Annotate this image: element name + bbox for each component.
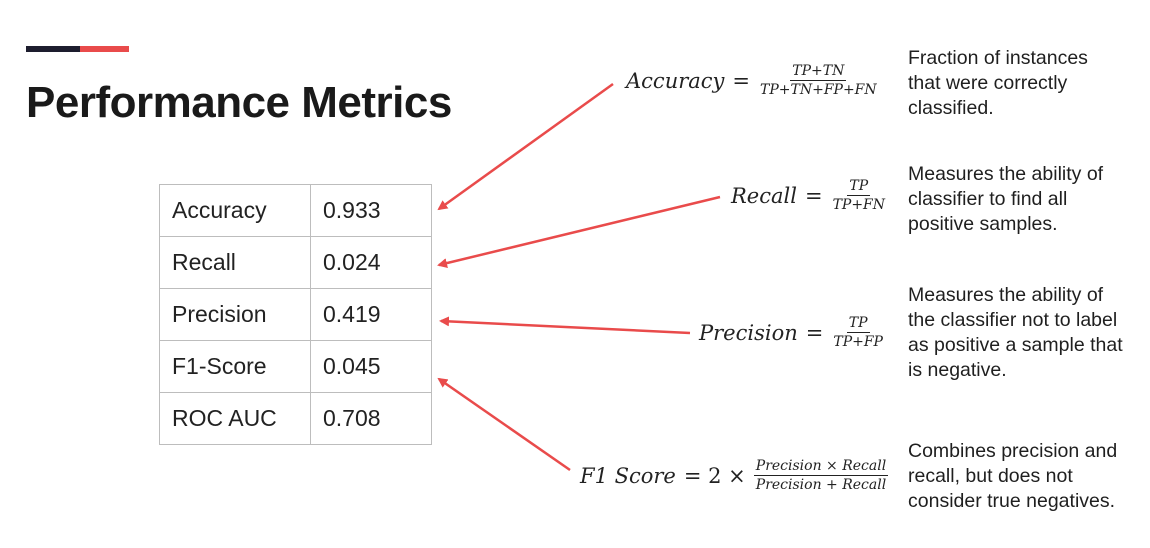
metric-name: ROC AUC: [159, 392, 311, 445]
description-line: as positive a sample that: [908, 334, 1123, 356]
accuracy-formula: Accuracy = TP+TN TP+TN+FP+FN: [626, 63, 879, 98]
description-line: recall, but does not: [908, 465, 1073, 487]
arrow-precision: [439, 316, 691, 335]
metric-name: F1-Score: [159, 340, 311, 393]
description-line: is negative.: [908, 359, 1007, 381]
recall-formula: Recall = TP TP+FN: [731, 178, 887, 213]
formula-operator: =: [805, 320, 824, 345]
formula-denominator: TP+FP: [833, 334, 883, 350]
description-line: classified.: [908, 97, 994, 119]
description-line: Measures the ability of: [908, 163, 1104, 185]
recall-description: Measures the ability of classifier to fi…: [908, 162, 1148, 237]
table-row: F1-Score 0.045: [159, 340, 432, 393]
title-accent-red-bar: [80, 46, 129, 52]
arrow-f1: [437, 377, 571, 472]
precision-formula: Precision = TP TP+FP: [699, 315, 885, 350]
formula-fraction: TP TP+FN: [831, 178, 887, 213]
formula-denominator: TP+TN+FP+FN: [760, 82, 877, 98]
formula-lhs: F1 Score: [580, 463, 676, 488]
formula-fraction: Precision × Recall Precision + Recall: [753, 458, 889, 493]
formula-operator: =: [804, 183, 823, 208]
metric-name: Recall: [159, 236, 311, 289]
table-row: ROC AUC 0.708: [159, 392, 432, 445]
formula-denominator: TP+FN: [832, 197, 886, 213]
metric-value: 0.045: [310, 340, 432, 393]
metrics-table: Accuracy 0.933 Recall 0.024 Precision 0.…: [159, 184, 432, 445]
formula-numerator: TP: [846, 315, 870, 333]
metric-value: 0.933: [310, 184, 432, 237]
description-line: that were correctly: [908, 72, 1068, 94]
table-row: Recall 0.024: [159, 236, 432, 289]
description-line: the classifier not to label: [908, 309, 1118, 331]
description-line: classifier to find all: [908, 188, 1068, 210]
formula-fraction: TP+TN TP+TN+FP+FN: [758, 63, 879, 98]
table-row: Accuracy 0.933: [159, 184, 432, 237]
f1-description: Combines precision and recall, but does …: [908, 439, 1148, 514]
formula-denominator: Precision + Recall: [755, 477, 887, 493]
formula-operator: = 2 ×: [683, 463, 746, 488]
formula-numerator: TP: [847, 178, 871, 196]
metric-name: Precision: [159, 288, 311, 341]
description-line: positive samples.: [908, 213, 1058, 235]
formula-lhs: Accuracy: [626, 68, 725, 93]
metric-value: 0.419: [310, 288, 432, 341]
metric-value: 0.708: [310, 392, 432, 445]
accuracy-description: Fraction of instances that were correctl…: [908, 46, 1148, 121]
description-line: Measures the ability of: [908, 284, 1104, 306]
title-accent-dark-bar: [26, 46, 80, 52]
formula-fraction: TP TP+FP: [831, 315, 885, 350]
arrow-accuracy: [437, 82, 614, 211]
formula-numerator: TP+TN: [790, 63, 847, 81]
description-line: Combines precision and: [908, 440, 1118, 462]
table-row: Precision 0.419: [159, 288, 432, 341]
formula-lhs: Recall: [731, 183, 797, 208]
arrow-recall: [437, 195, 721, 268]
formula-operator: =: [732, 68, 751, 93]
page-title: Performance Metrics: [26, 78, 452, 127]
formula-lhs: Precision: [699, 320, 798, 345]
metric-value: 0.024: [310, 236, 432, 289]
f1-formula: F1 Score = 2 × Precision × Recall Precis…: [580, 458, 889, 493]
formula-numerator: Precision × Recall: [753, 458, 889, 476]
description-line: consider true negatives.: [908, 490, 1116, 512]
precision-description: Measures the ability of the classifier n…: [908, 283, 1148, 383]
description-line: Fraction of instances: [908, 47, 1088, 69]
